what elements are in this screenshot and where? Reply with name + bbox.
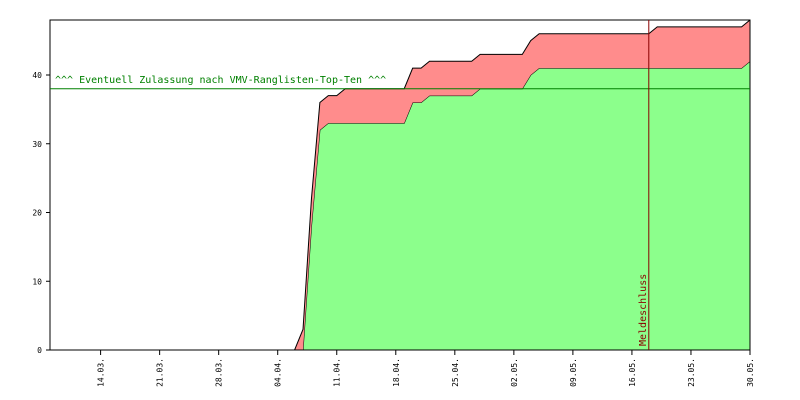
y-tick-label: 40 — [32, 71, 42, 80]
x-tick-label: 16.05. — [628, 358, 637, 387]
x-tick-label: 25.04. — [451, 358, 460, 387]
x-tick-label: 11.04. — [333, 358, 342, 387]
area — [50, 20, 750, 350]
area-outline — [50, 19, 751, 351]
area — [50, 61, 750, 350]
x-tick-label: 02.05. — [510, 358, 519, 387]
reference-label: ^^^ Eventuell Zulassung nach VMV-Ranglis… — [55, 75, 386, 86]
x-tick-label: 30.05. — [746, 358, 755, 387]
x-tick-label: 14.03. — [97, 358, 106, 387]
x-tick-label: 23.05. — [687, 358, 696, 387]
y-tick-label: 0 — [37, 346, 42, 355]
x-tick-label: 04.04. — [274, 358, 283, 387]
x-tick-label: 28.03. — [215, 358, 224, 387]
x-tick-label: 09.05. — [569, 358, 578, 387]
y-tick-label: 10 — [32, 277, 42, 286]
reference-label: Meldeschluss — [638, 274, 649, 346]
y-tick-label: 20 — [32, 209, 42, 218]
y-tick-label: 30 — [32, 140, 42, 149]
plot-frame — [49, 19, 751, 351]
x-tick-label: 21.03. — [156, 358, 165, 387]
x-tick-label: 18.04. — [392, 358, 401, 387]
